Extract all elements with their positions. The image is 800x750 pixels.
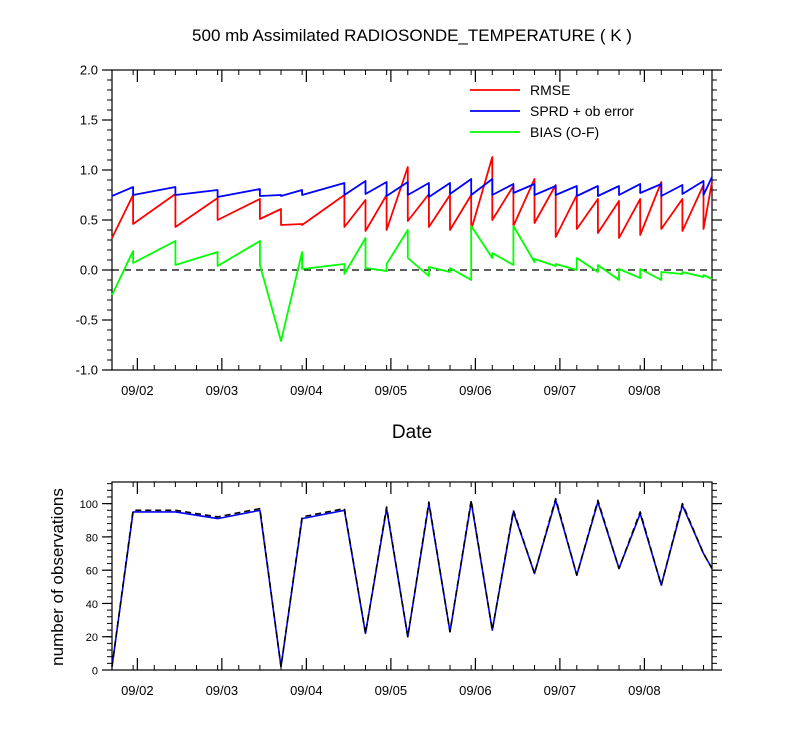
y-tick-label: -1.0: [76, 363, 98, 378]
bottom-y-tick-labels: 0 20 40 60 80 100: [80, 499, 98, 677]
y-tick-label: -0.5: [76, 313, 98, 328]
x-tick-label: 09/06: [459, 383, 492, 398]
y-tick-label: 20: [86, 632, 98, 644]
top-y-tick-labels: -1.0 -0.5 0.0 0.5 1.0 1.5 2.0: [76, 63, 98, 378]
top-x-tick-labels: 09/02 09/03 09/04 09/05 09/06 09/07 09/08: [121, 383, 661, 398]
x-tick-label: 09/05: [375, 383, 408, 398]
x-tick-label: 09/07: [544, 383, 577, 398]
x-tick-label: 09/08: [628, 683, 661, 698]
legend: RMSE SPRD + ob error BIAS (O-F): [470, 82, 634, 140]
x-tick-label: 09/03: [206, 683, 239, 698]
y-tick-label: 0.0: [80, 263, 98, 278]
series-line-sprd-ob-error: [111, 176, 713, 198]
x-tick-label: 09/03: [206, 383, 239, 398]
bottom-x-tick-labels: 09/02 09/03 09/04 09/05 09/06 09/07 09/08: [121, 683, 661, 698]
top-x-axis-label: Date: [392, 422, 432, 443]
top-minor-ticks: [102, 69, 722, 371]
bottom-plot-frame: [111, 481, 713, 671]
y-tick-label: 100: [80, 499, 98, 511]
y-tick-label: 2.0: [80, 63, 98, 78]
series-line-bias-o-f: [111, 225, 713, 342]
bottom-series-lines: [111, 497, 713, 668]
y-tick-label: 0: [92, 666, 98, 678]
y-tick-label: 0.5: [80, 213, 98, 228]
top-chart-title: 500 mb Assimilated RADIOSONDE_TEMPERATUR…: [192, 26, 632, 45]
series-line-assimilated: [111, 499, 713, 668]
x-tick-label: 09/08: [628, 383, 661, 398]
legend-label: RMSE: [530, 82, 570, 98]
series-line-rmse: [111, 156, 713, 239]
x-tick-label: 09/02: [121, 383, 154, 398]
top-plot-area: -1.0-0.50.00.51.01.52.0 09/02 09/03 09/04 0…: [76, 63, 722, 398]
y-tick-label: 1.0: [80, 163, 98, 178]
x-tick-label: 09/02: [121, 683, 154, 698]
x-tick-label: 09/04: [290, 383, 323, 398]
x-tick-label: 09/07: [544, 683, 577, 698]
legend-label: SPRD + ob error: [530, 103, 634, 119]
series-line-possible: [111, 497, 713, 668]
y-tick-label: 60: [86, 566, 98, 578]
x-tick-label: 09/06: [459, 683, 492, 698]
y-tick-label: 40: [86, 599, 98, 611]
bottom-minor-ticks: [102, 482, 722, 671]
y-tick-label: 80: [86, 532, 98, 544]
x-tick-label: 09/04: [290, 683, 323, 698]
top-series-lines: [111, 156, 713, 342]
y-tick-label: 1.5: [80, 113, 98, 128]
legend-label: BIAS (O-F): [530, 124, 599, 140]
x-tick-label: 09/05: [375, 683, 408, 698]
bottom-y-axis-label: number of observations: [48, 488, 67, 666]
